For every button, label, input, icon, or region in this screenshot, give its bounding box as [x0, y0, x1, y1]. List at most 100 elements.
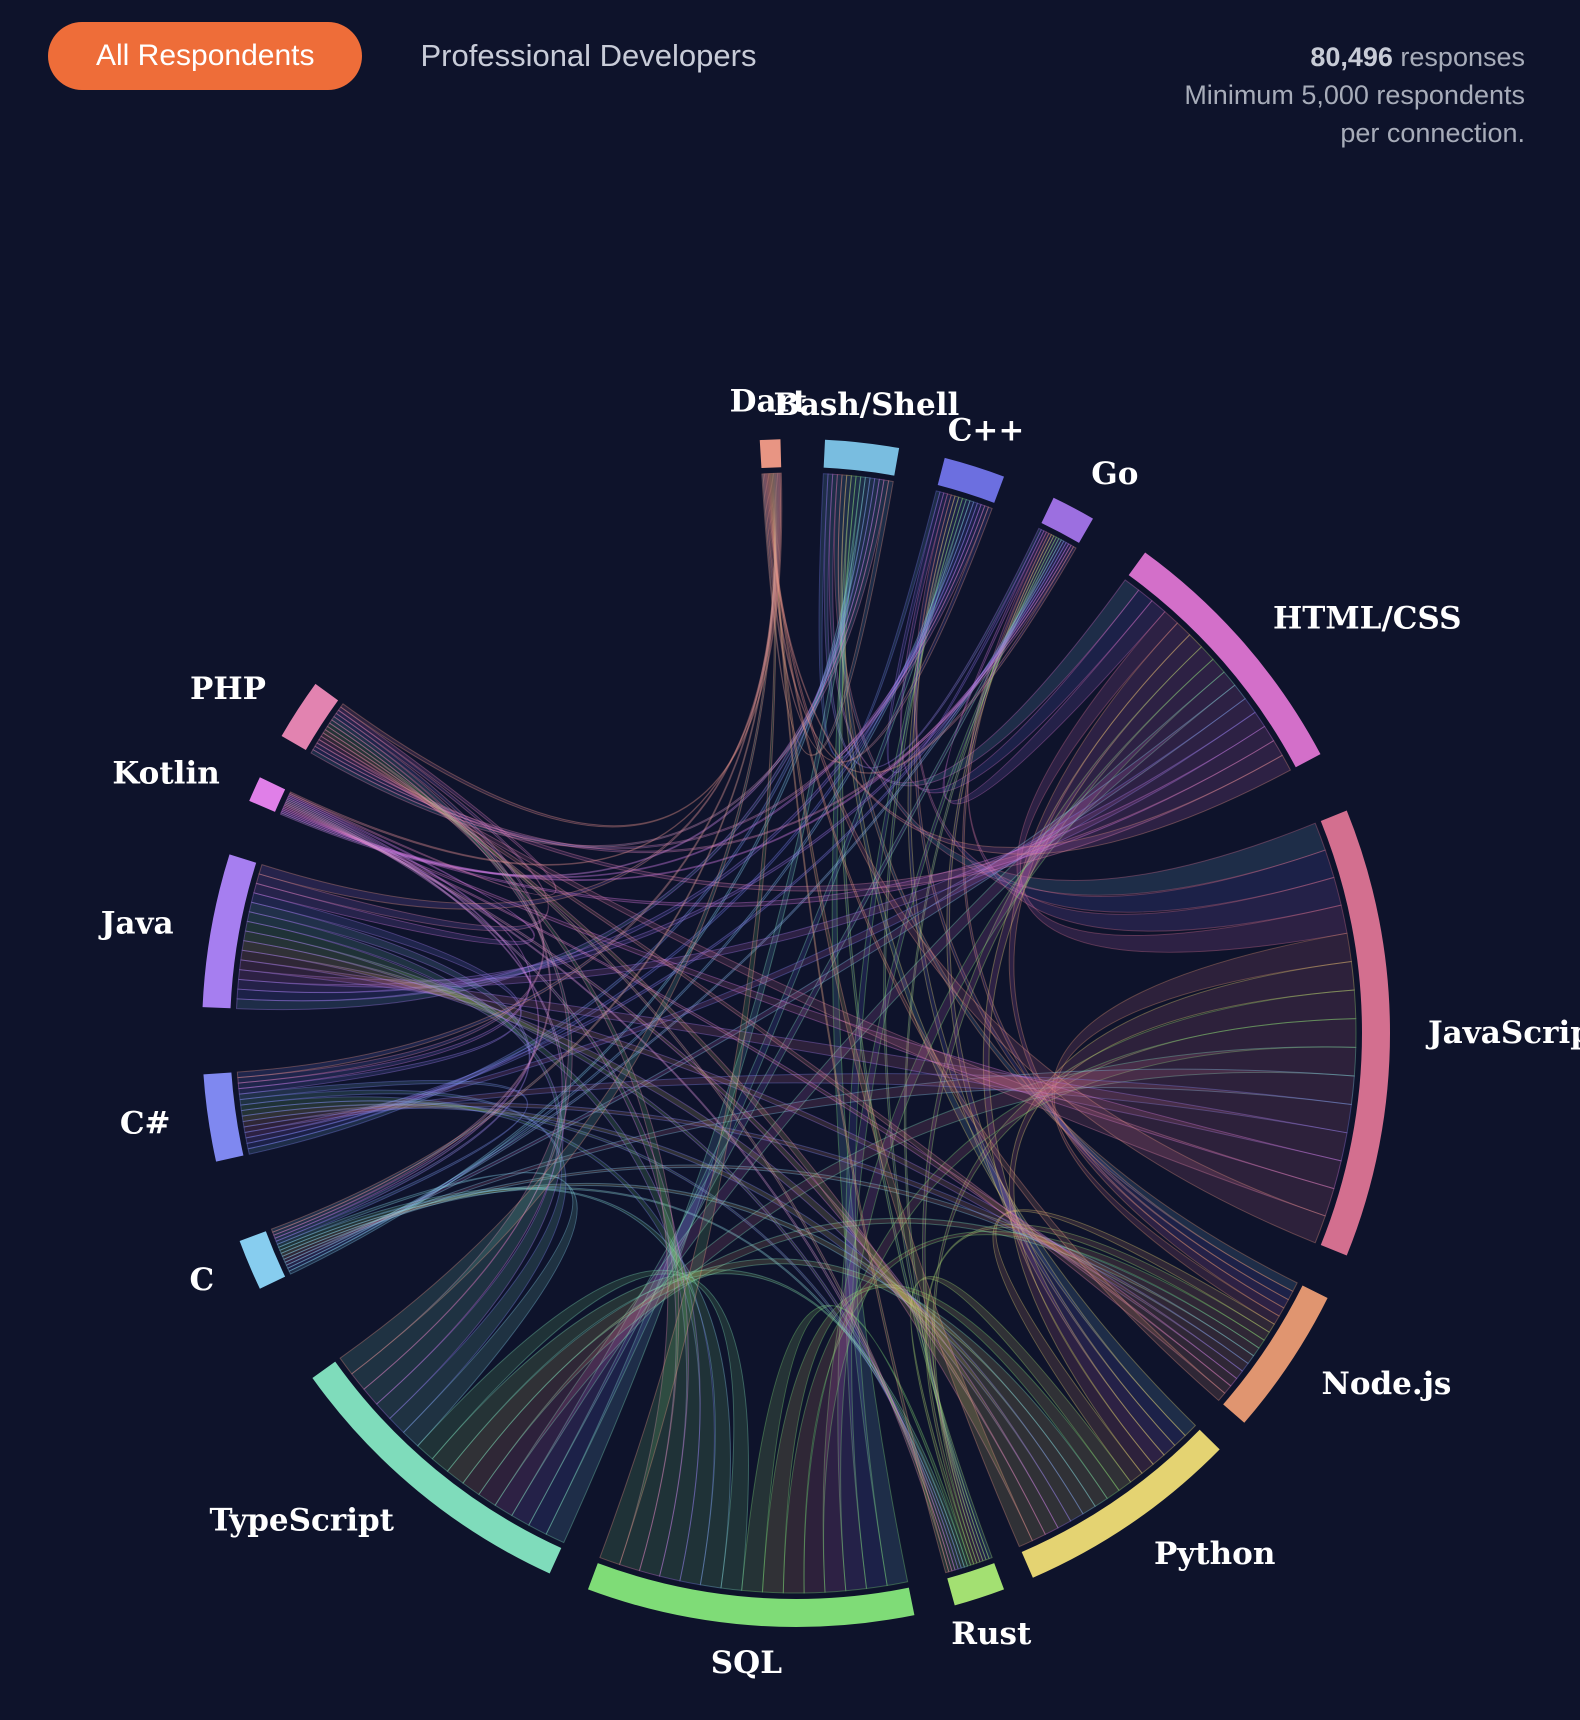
ribbon-rust-php[interactable]: [324, 725, 953, 1573]
ribbon-go-kotlin[interactable]: [281, 543, 1072, 881]
ribbon-javascript-dart[interactable]: [766, 473, 1326, 1244]
ribbon-python-csharp[interactable]: [241, 1103, 1084, 1522]
ribbon-bash-shell-java[interactable]: [236, 477, 880, 1011]
arc-python[interactable]: [1021, 1429, 1220, 1578]
ribbon-bash-shell-sql[interactable]: [831, 475, 909, 1587]
ribbon-csharp-kotlin[interactable]: [237, 795, 531, 1090]
ribbon-java-php[interactable]: [255, 709, 549, 932]
ribbon-rust-csharp[interactable]: [240, 1100, 962, 1570]
ribbon-sql-php[interactable]: [326, 722, 680, 1572]
ribbon-c-kotlin[interactable]: [273, 797, 540, 1239]
arc-node-js[interactable]: [1223, 1285, 1328, 1423]
ribbon-python-dart[interactable]: [769, 473, 1034, 1548]
ribbon-sql-java[interactable]: [244, 920, 701, 1582]
ribbon-kotlin-php[interactable]: [288, 706, 557, 896]
ribbon-typescript-dart[interactable]: [339, 472, 777, 1375]
ribbon-sql-dart[interactable]: [599, 472, 777, 1566]
arc-rust[interactable]: [947, 1563, 1005, 1606]
ribbon-python-typescript[interactable]: [446, 1258, 1108, 1508]
ribbon-c-java[interactable]: [248, 901, 531, 1242]
ribbon-go-typescript[interactable]: [511, 537, 1062, 1526]
ribbon-cplusplus-php[interactable]: [312, 505, 990, 850]
ribbon-bash-shell-rust[interactable]: [838, 475, 993, 1560]
arc-bash-shell[interactable]: [823, 439, 900, 476]
ribbon-sql-c[interactable]: [277, 1187, 731, 1589]
ribbon-node-js-kotlin[interactable]: [283, 804, 1238, 1387]
ribbon-python-kotlin[interactable]: [283, 803, 1059, 1536]
ribbon-cplusplus-html-css[interactable]: [900, 492, 1153, 794]
arc-go[interactable]: [1041, 497, 1093, 543]
ribbon-javascript-csharp[interactable]: [243, 1073, 1352, 1134]
ribbon-html-css-php[interactable]: [316, 738, 1283, 892]
ribbon-go-java[interactable]: [237, 541, 1070, 994]
arc-cplusplus[interactable]: [937, 457, 1005, 503]
ribbon-go-node-js[interactable]: [962, 532, 1290, 1309]
ribbon-node-js-python[interactable]: [992, 1209, 1276, 1483]
ribbon-go-csharp[interactable]: [245, 540, 1067, 1144]
ribbon-node-js-java[interactable]: [240, 949, 1244, 1380]
ribbon-c-csharp[interactable]: [238, 1079, 529, 1245]
ribbon-javascript-sql[interactable]: [803, 1018, 1357, 1594]
arc-typescript[interactable]: [312, 1361, 562, 1574]
arc-javascript[interactable]: [1320, 810, 1390, 1256]
ribbon-cplusplus-kotlin[interactable]: [280, 503, 986, 878]
ribbon-typescript-java[interactable]: [246, 911, 564, 1420]
ribbon-go-javascript[interactable]: [967, 531, 1342, 932]
ribbon-cplusplus-dart[interactable]: [762, 473, 993, 763]
ribbon-typescript-c[interactable]: [276, 1171, 578, 1447]
ribbon-csharp-php[interactable]: [237, 712, 545, 1084]
ribbon-javascript-python[interactable]: [1008, 960, 1355, 1474]
tab-professional-developers[interactable]: Professional Developers: [420, 38, 757, 73]
ribbon-go-python[interactable]: [946, 533, 1176, 1456]
arc-sql[interactable]: [587, 1563, 915, 1627]
ribbon-go-php[interactable]: [314, 544, 1075, 854]
ribbon-go-c[interactable]: [285, 539, 1065, 1269]
ribbon-bash-shell-typescript[interactable]: [545, 476, 866, 1544]
ribbon-javascript-rust[interactable]: [932, 989, 1357, 1564]
ribbon-rust-kotlin[interactable]: [284, 801, 956, 1572]
ribbon-kotlin-dart[interactable]: [289, 472, 782, 866]
ribbon-java-kotlin[interactable]: [253, 794, 535, 946]
arc-java[interactable]: [202, 854, 257, 1009]
ribbon-rust-c[interactable]: [279, 1187, 966, 1569]
ribbon-go-dart[interactable]: [763, 473, 1077, 774]
arc-html-css[interactable]: [1128, 552, 1321, 768]
ribbon-cplusplus-javascript[interactable]: [913, 493, 1335, 913]
ribbon-html-css-rust[interactable]: [922, 646, 1214, 1563]
ribbon-csharp-dart[interactable]: [236, 472, 779, 1079]
ribbon-python-sql[interactable]: [761, 1284, 1120, 1594]
ribbon-java-dart[interactable]: [258, 472, 780, 910]
ribbon-node-js-csharp[interactable]: [242, 1102, 1249, 1372]
ribbon-html-css-dart[interactable]: [765, 473, 1292, 855]
ribbon-bash-shell-python[interactable]: [840, 474, 1197, 1437]
ribbon-bash-shell-cplusplus[interactable]: [818, 473, 941, 759]
ribbon-bash-shell-html-css[interactable]: [828, 473, 1140, 787]
ribbon-python-java[interactable]: [241, 939, 1072, 1529]
ribbon-python-c[interactable]: [280, 1182, 1096, 1515]
ribbon-python-php[interactable]: [322, 728, 1046, 1542]
tab-all-respondents[interactable]: All Respondents: [48, 22, 363, 90]
ribbon-typescript-kotlin[interactable]: [285, 798, 567, 1405]
ribbon-python-rust[interactable]: [910, 1276, 1132, 1566]
ribbon-node-js-php[interactable]: [320, 732, 1232, 1394]
ribbon-rust-java[interactable]: [243, 930, 959, 1571]
ribbon-node-js-dart[interactable]: [767, 473, 1226, 1402]
ribbon-html-css-javascript[interactable]: [1016, 610, 1348, 953]
ribbon-php-dart[interactable]: [339, 472, 783, 828]
ribbon-go-rust[interactable]: [903, 535, 1058, 1562]
ribbon-node-js-typescript[interactable]: [462, 1217, 1260, 1496]
ribbon-javascript-php[interactable]: [318, 735, 1335, 1217]
ribbon-cplusplus-sql[interactable]: [845, 497, 967, 1590]
ribbon-bash-shell-node-js[interactable]: [837, 474, 1298, 1292]
ribbon-cplusplus-csharp[interactable]: [246, 501, 979, 1150]
ribbon-c-dart[interactable]: [270, 472, 778, 1233]
ribbon-bash-shell-dart[interactable]: [761, 473, 894, 756]
ribbon-html-css-kotlin[interactable]: [281, 725, 1275, 907]
arc-csharp[interactable]: [203, 1072, 244, 1162]
arc-php[interactable]: [281, 683, 339, 750]
ribbon-cplusplus-typescript[interactable]: [528, 498, 971, 1535]
ribbon-html-css-sql[interactable]: [822, 658, 1225, 1593]
ribbon-node-js-c[interactable]: [281, 1164, 1255, 1365]
ribbon-cplusplus-rust[interactable]: [883, 496, 990, 1561]
ribbon-bash-shell-php[interactable]: [310, 479, 890, 848]
